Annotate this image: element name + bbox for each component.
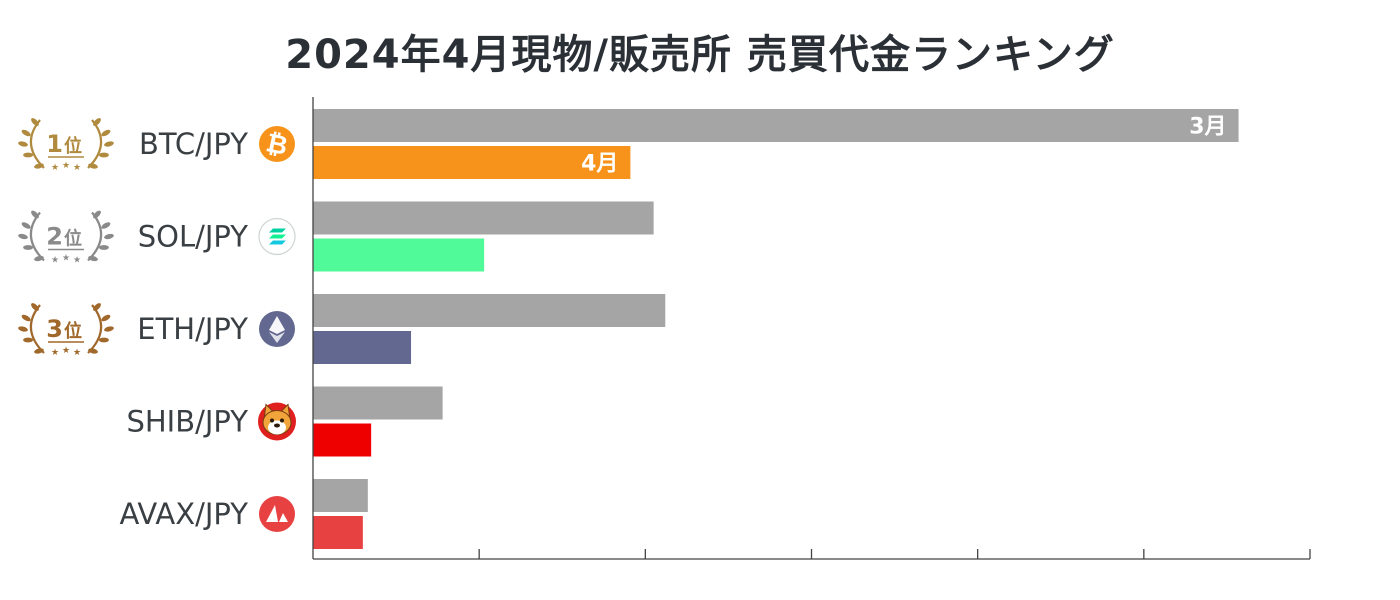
- bar-eth-jpy-s0: [313, 294, 666, 327]
- rank-number: 3: [46, 315, 63, 343]
- bitcoin-icon: ₿: [259, 126, 295, 162]
- category-label: SHIB/JPY: [126, 405, 248, 439]
- laurel-icon: [18, 210, 114, 262]
- rank-badge: ★ ★ ★2 位: [18, 210, 114, 266]
- rank-number: 1: [46, 130, 63, 158]
- bar-btc-jpy-s0: [313, 109, 1239, 142]
- category-label: ETH/JPY: [137, 312, 248, 346]
- category-label: SOL/JPY: [138, 220, 249, 254]
- star-icon: ★: [73, 256, 81, 266]
- bar-data-label: 4月: [581, 152, 618, 177]
- shiba-inu-icon: [258, 402, 296, 441]
- ethereum-icon: [259, 311, 295, 347]
- avalanche-icon: [259, 496, 295, 532]
- star-icon: ★: [51, 163, 59, 173]
- star-icon: ★: [51, 256, 59, 266]
- star-icon: ★: [51, 348, 59, 358]
- bars: 3月 4月: [313, 109, 1239, 549]
- bar-eth-jpy-s1: [313, 331, 412, 364]
- rank-badge: ★ ★ ★1 位: [18, 118, 114, 173]
- star-icon: ★: [62, 346, 70, 356]
- rank-badge: ★ ★ ★3 位: [18, 303, 114, 358]
- bar-shib-jpy-s1: [313, 423, 372, 457]
- rank-unit: 位: [64, 228, 82, 250]
- rank-number: 2: [46, 223, 63, 251]
- solana-icon: [258, 217, 296, 256]
- bar-shib-jpy-s0: [313, 386, 443, 420]
- star-icon: ★: [62, 254, 70, 264]
- category-label: BTC/JPY: [139, 127, 248, 161]
- star-icon: ★: [73, 348, 81, 358]
- axes: [312, 97, 1311, 560]
- bar-avax-jpy-s0: [313, 479, 368, 512]
- bar-avax-jpy-s1: [313, 516, 363, 549]
- rank-unit: 位: [64, 135, 82, 157]
- laurel-icon: [18, 303, 114, 354]
- chart-title: 2024年4月現物/販売所 売買代金ランキング: [285, 32, 1115, 78]
- bar-sol-jpy-s1: [313, 238, 485, 272]
- laurel-icon: [18, 118, 114, 169]
- star-icon: ★: [73, 163, 81, 173]
- rank-unit: 位: [64, 320, 82, 342]
- bar-btc-jpy-s1: [313, 146, 631, 179]
- bar-data-label: 3月: [1189, 115, 1226, 140]
- category-label: AVAX/JPY: [119, 497, 248, 531]
- star-icon: ★: [62, 161, 70, 171]
- bar-sol-jpy-s0: [313, 201, 654, 235]
